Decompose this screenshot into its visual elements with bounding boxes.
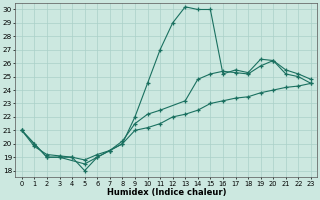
X-axis label: Humidex (Indice chaleur): Humidex (Indice chaleur) <box>107 188 226 197</box>
